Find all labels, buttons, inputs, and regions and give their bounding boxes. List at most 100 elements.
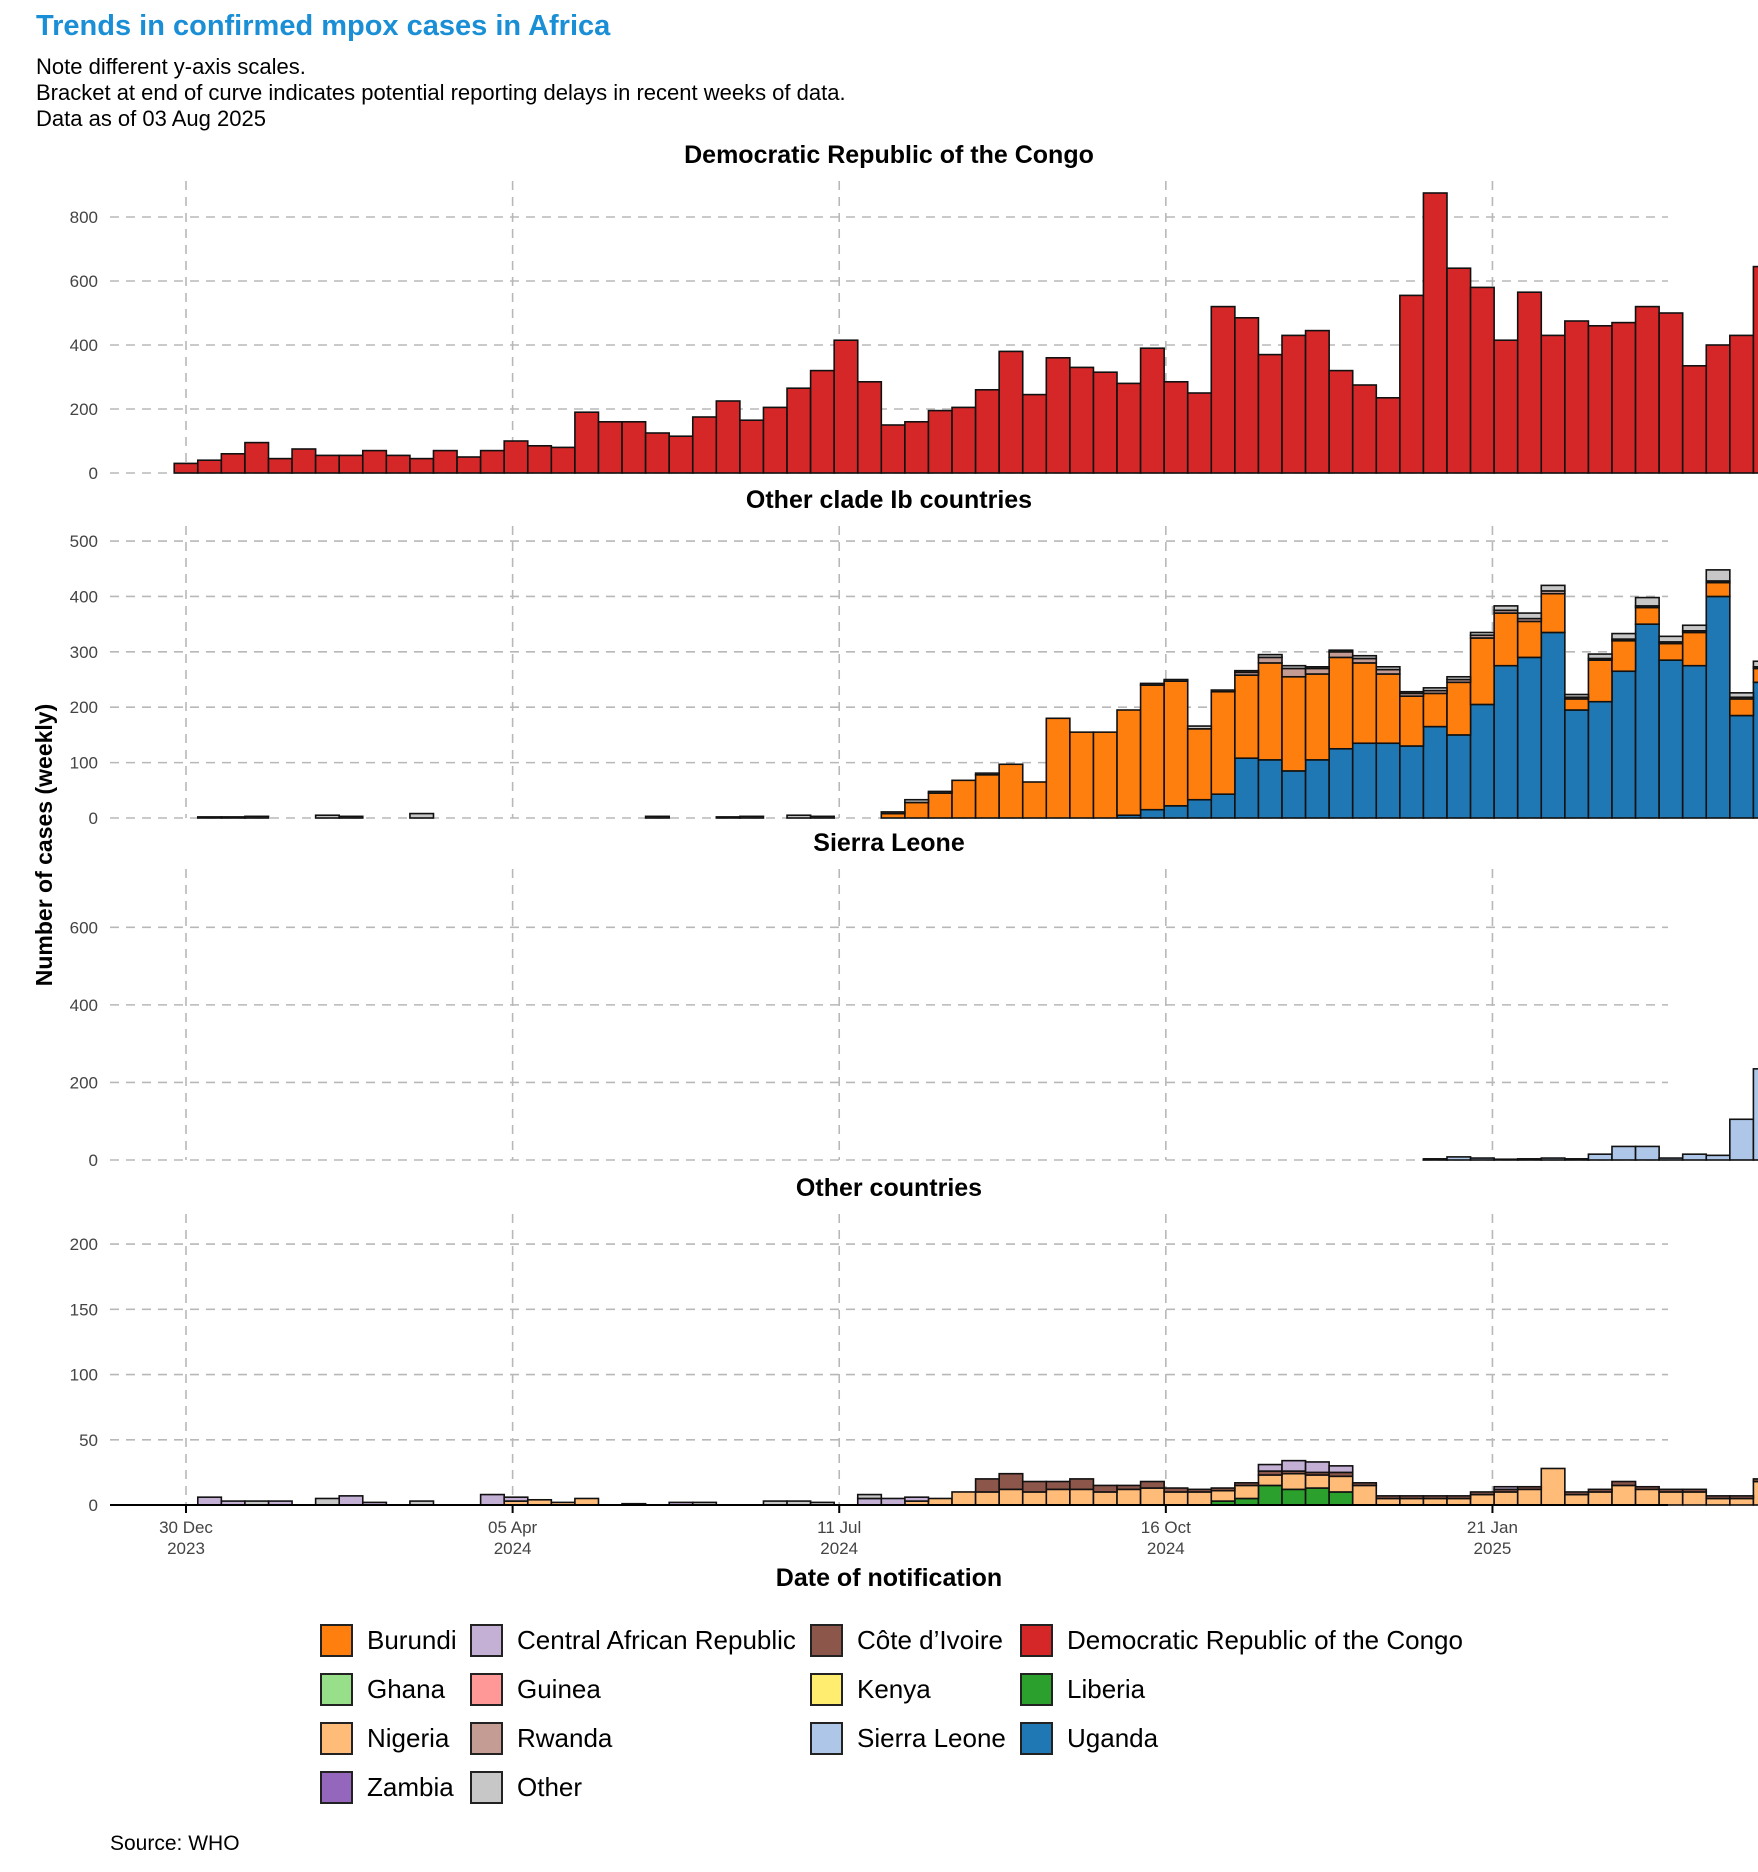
bar bbox=[904, 420, 930, 474]
bar bbox=[974, 1478, 1000, 1493]
bar bbox=[267, 457, 293, 474]
x-tick-label-year: 2024 bbox=[1147, 1539, 1185, 1558]
bar bbox=[1045, 356, 1071, 474]
bar bbox=[1540, 584, 1566, 592]
bar bbox=[1611, 1145, 1637, 1161]
bar bbox=[1069, 366, 1095, 474]
bar bbox=[1069, 731, 1095, 819]
bar bbox=[1399, 1495, 1425, 1500]
bar bbox=[1587, 1488, 1613, 1493]
legend-swatch bbox=[810, 1623, 843, 1657]
y-tick-label: 100 bbox=[70, 754, 98, 773]
bar bbox=[1469, 637, 1495, 706]
bar bbox=[904, 1496, 930, 1502]
bar bbox=[1493, 605, 1519, 612]
legend-item-zambia: Zambia bbox=[320, 1769, 454, 1805]
bar bbox=[1634, 606, 1660, 625]
bar bbox=[1540, 1467, 1566, 1506]
bar bbox=[1587, 653, 1613, 660]
bar bbox=[974, 773, 1000, 819]
bar bbox=[1092, 371, 1118, 474]
legend-item-democratic-republic-of-the-congo: Democratic Republic of the Congo bbox=[1020, 1622, 1463, 1658]
bar bbox=[1304, 665, 1330, 670]
bar bbox=[1210, 1489, 1236, 1502]
bar bbox=[1469, 1491, 1495, 1496]
bar bbox=[1516, 620, 1543, 659]
bar bbox=[1681, 664, 1708, 819]
bar bbox=[1021, 393, 1048, 474]
series-cote-d-ivoire bbox=[974, 1470, 1758, 1500]
y-tick-label: 150 bbox=[70, 1300, 98, 1319]
bar bbox=[951, 779, 977, 819]
bar bbox=[1729, 1497, 1755, 1506]
bar bbox=[1516, 291, 1543, 474]
bar bbox=[338, 1495, 364, 1506]
x-tick-label-year: 2023 bbox=[167, 1539, 205, 1558]
bar bbox=[1021, 781, 1048, 819]
bar bbox=[786, 387, 812, 474]
bar bbox=[809, 369, 835, 474]
bar bbox=[1658, 1157, 1684, 1161]
legend-swatch bbox=[320, 1721, 353, 1755]
bar bbox=[1375, 665, 1401, 671]
bar bbox=[1328, 747, 1354, 819]
bar bbox=[1493, 1158, 1519, 1161]
bar bbox=[1587, 1153, 1613, 1161]
bar bbox=[1658, 312, 1684, 474]
bar bbox=[1564, 1491, 1590, 1496]
legend-swatch bbox=[320, 1770, 353, 1804]
bar bbox=[1587, 700, 1613, 819]
bar bbox=[951, 1491, 977, 1506]
series-sierra-leone bbox=[1422, 1068, 1758, 1161]
bar bbox=[904, 801, 930, 819]
bar bbox=[1493, 612, 1519, 667]
bar bbox=[1705, 581, 1731, 598]
bar bbox=[1375, 673, 1401, 745]
bar bbox=[503, 1496, 529, 1502]
bar bbox=[1069, 1478, 1095, 1491]
legend-swatch bbox=[470, 1623, 503, 1657]
panel-other-clade-ib-countries: Other clade Ib countries 0 100 200 300 400 500 bbox=[70, 486, 1758, 828]
bar bbox=[1139, 347, 1165, 474]
bar bbox=[1564, 698, 1590, 711]
bar bbox=[1092, 731, 1118, 819]
legend-label: Sierra Leone bbox=[857, 1722, 1006, 1753]
legend-swatch bbox=[810, 1721, 843, 1755]
bar bbox=[1564, 709, 1590, 819]
bar bbox=[1446, 1156, 1472, 1161]
bar bbox=[196, 1496, 223, 1506]
bar bbox=[1516, 1158, 1543, 1161]
legend-label: Uganda bbox=[1067, 1722, 1159, 1753]
series-rwanda bbox=[1234, 580, 1758, 700]
y-tick-label: 0 bbox=[89, 809, 98, 828]
bar bbox=[762, 406, 788, 474]
bar bbox=[1399, 695, 1425, 747]
bar bbox=[1634, 1485, 1660, 1491]
bar bbox=[1611, 1484, 1637, 1506]
bar bbox=[856, 1493, 883, 1500]
bar bbox=[1375, 742, 1401, 819]
bar bbox=[1328, 649, 1354, 653]
legend-swatch bbox=[1020, 1623, 1053, 1657]
bar bbox=[1729, 698, 1755, 717]
bar bbox=[409, 457, 435, 474]
bar bbox=[1139, 1480, 1165, 1489]
bar bbox=[1587, 659, 1613, 703]
bar bbox=[1493, 664, 1519, 819]
bar bbox=[1139, 684, 1165, 811]
bar bbox=[1375, 396, 1401, 474]
bar bbox=[1139, 1487, 1165, 1506]
bar bbox=[1469, 1157, 1495, 1161]
bar bbox=[621, 420, 647, 474]
bar bbox=[998, 1472, 1024, 1491]
y-axis-title: Number of cases (weekly) bbox=[31, 704, 57, 987]
legend-item-other: Other bbox=[470, 1769, 582, 1805]
y-tick-label: 200 bbox=[70, 1235, 98, 1254]
series-democratic-republic-of-the-congo bbox=[173, 192, 1758, 474]
bar bbox=[1493, 1491, 1519, 1506]
bar bbox=[1163, 805, 1189, 819]
x-tick-label-year: 2024 bbox=[494, 1539, 532, 1558]
bar bbox=[479, 1493, 505, 1506]
x-tick-label-year: 2024 bbox=[820, 1539, 858, 1558]
bar bbox=[927, 792, 953, 819]
